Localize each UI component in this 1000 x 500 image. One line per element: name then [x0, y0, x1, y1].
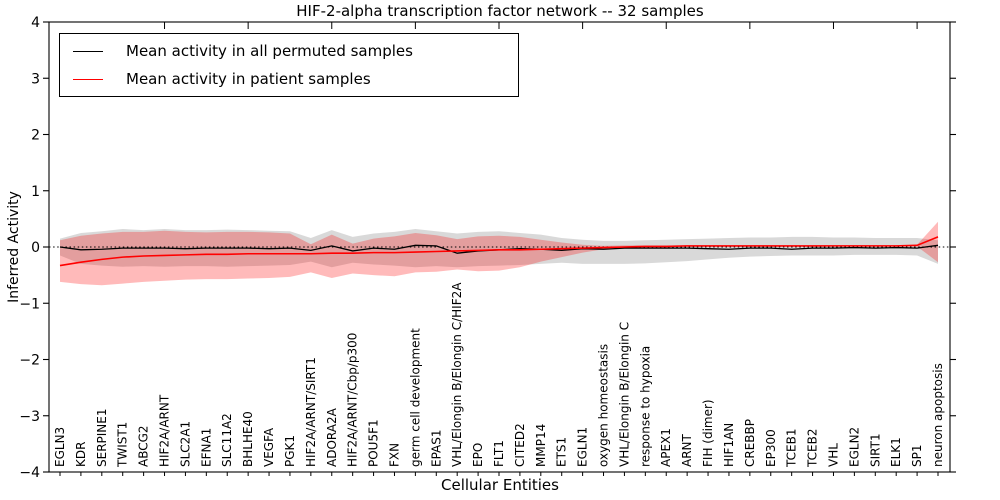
x-category-label: BHLHE40 — [241, 411, 255, 467]
y-tick-label: 2 — [31, 128, 40, 144]
legend: Mean activity in all permuted samples Me… — [59, 33, 519, 97]
legend-line-red-icon — [73, 78, 103, 80]
y-tick-label: 4 — [31, 15, 40, 31]
x-category-label: MMP14 — [534, 424, 548, 467]
x-category-label: TCEB2 — [806, 429, 820, 468]
x-category-label: VHL/Elongin B/Elongin C — [617, 322, 631, 467]
y-tick-label: −3 — [19, 409, 40, 425]
x-category-label: CREBBP — [743, 419, 757, 467]
x-category-label: EPO — [471, 443, 485, 467]
x-category-label: EGLN2 — [847, 427, 861, 467]
x-category-label: ARNT — [680, 433, 694, 467]
x-category-label: SLC2A1 — [178, 421, 192, 467]
x-category-label: VHL — [826, 443, 840, 467]
x-axis-label: Cellular Entities — [441, 476, 559, 494]
legend-line-black-icon — [73, 50, 103, 52]
x-category-label: EFNA1 — [199, 428, 213, 467]
x-category-label: VEGFA — [262, 427, 276, 467]
y-tick-label: −2 — [19, 353, 40, 369]
x-category-label: ETS1 — [555, 437, 569, 467]
x-category-label: APEX1 — [659, 428, 673, 467]
x-category-label: SLC11A2 — [220, 413, 234, 467]
x-category-label: FIH (dimer) — [701, 399, 715, 467]
x-category-label: ADORA2A — [325, 407, 339, 467]
y-tick-label: 0 — [31, 240, 40, 256]
patient-band — [60, 221, 938, 286]
x-category-label: CITED2 — [513, 423, 527, 467]
x-category-label: TWIST1 — [116, 422, 130, 468]
y-tick-label: −1 — [19, 296, 40, 312]
x-category-label: HIF2A/ARNT — [158, 394, 172, 467]
x-category-label: HIF2A/ARNT/Cbp/p300 — [346, 333, 360, 467]
legend-label-permuted: Mean activity in all permuted samples — [126, 42, 413, 60]
permuted-band — [60, 229, 938, 268]
legend-item-patient: Mean activity in patient samples — [73, 68, 518, 90]
x-category-label: SIRT1 — [868, 433, 882, 467]
x-category-label: VHL/Elongin B/Elongin C/HIF2A — [450, 282, 464, 467]
x-category-label: POU5F1 — [367, 419, 381, 467]
y-tick-label: −4 — [19, 465, 40, 481]
x-category-label: ELK1 — [889, 437, 903, 467]
x-category-label: EGLN1 — [576, 427, 590, 467]
chart-title: HIF-2-alpha transcription factor network… — [296, 2, 704, 20]
x-category-label: SERPINE1 — [95, 408, 109, 467]
x-category-label: EGLN3 — [53, 427, 67, 467]
x-category-label: TCEB1 — [785, 429, 799, 468]
patient-mean-line — [59, 236, 939, 267]
x-category-label: SP1 — [910, 445, 924, 468]
x-category-label: neuron apoptosis — [931, 363, 945, 467]
y-tick-label: 1 — [31, 184, 40, 200]
x-category-label: EPAS1 — [429, 429, 443, 467]
x-category-label: PGK1 — [283, 435, 297, 467]
x-category-label: germ cell development — [408, 328, 422, 467]
y-axis-label: Inferred Activity — [6, 191, 22, 303]
x-category-label: HIF2A/ARNT/SIRT1 — [304, 357, 318, 467]
x-category-label: FLT1 — [492, 440, 506, 467]
x-category-label: oxygen homeostasis — [597, 344, 611, 467]
x-category-label: EP300 — [764, 429, 778, 467]
x-category-label: FXN — [387, 443, 401, 467]
y-tick-label: 3 — [31, 71, 40, 87]
x-category-label: HIF1AN — [722, 423, 736, 467]
x-category-label: response to hypoxia — [638, 346, 652, 467]
x-category-label: ABCG2 — [137, 425, 151, 467]
x-category-label: KDR — [74, 442, 88, 467]
legend-item-permuted: Mean activity in all permuted samples — [73, 40, 518, 62]
legend-label-patient: Mean activity in patient samples — [126, 70, 371, 88]
